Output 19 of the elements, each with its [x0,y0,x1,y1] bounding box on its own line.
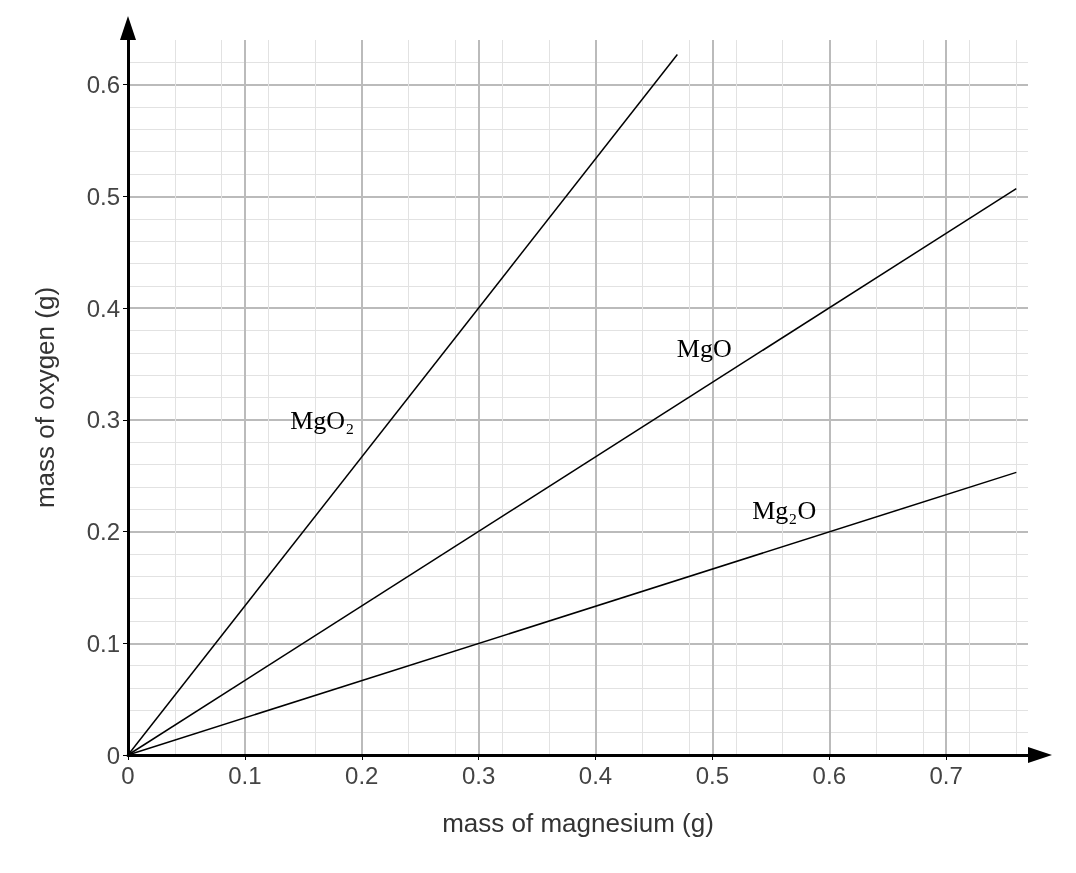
x-tick-label: 0.5 [695,761,730,789]
y-tick-label: 0.6 [86,71,120,99]
y-tick-label: 0.4 [86,294,120,322]
y-tick-label: 0.2 [86,518,120,546]
y-tick-label: 0 [106,741,120,769]
x-tick-label: 0.4 [578,761,613,789]
x-tick-label: 0.7 [929,761,963,789]
y-axis-title: mass of oxygen (g) [30,286,60,509]
x-tick-label: 0.6 [812,761,846,789]
x-tick-label: 0.3 [461,761,496,789]
y-tick-label: 0.1 [86,629,120,657]
y-tick-label: 0.5 [86,182,120,210]
series-label: Mg₂O [752,495,817,525]
x-tick-label: 0.1 [228,761,262,789]
series-label: MgO₂ [290,406,355,436]
y-tick-label: 0.3 [86,406,120,434]
x-axis-title: mass of magnesium (g) [442,808,714,838]
series-label: MgO [676,333,732,363]
x-tick-label: 0.2 [345,761,379,789]
